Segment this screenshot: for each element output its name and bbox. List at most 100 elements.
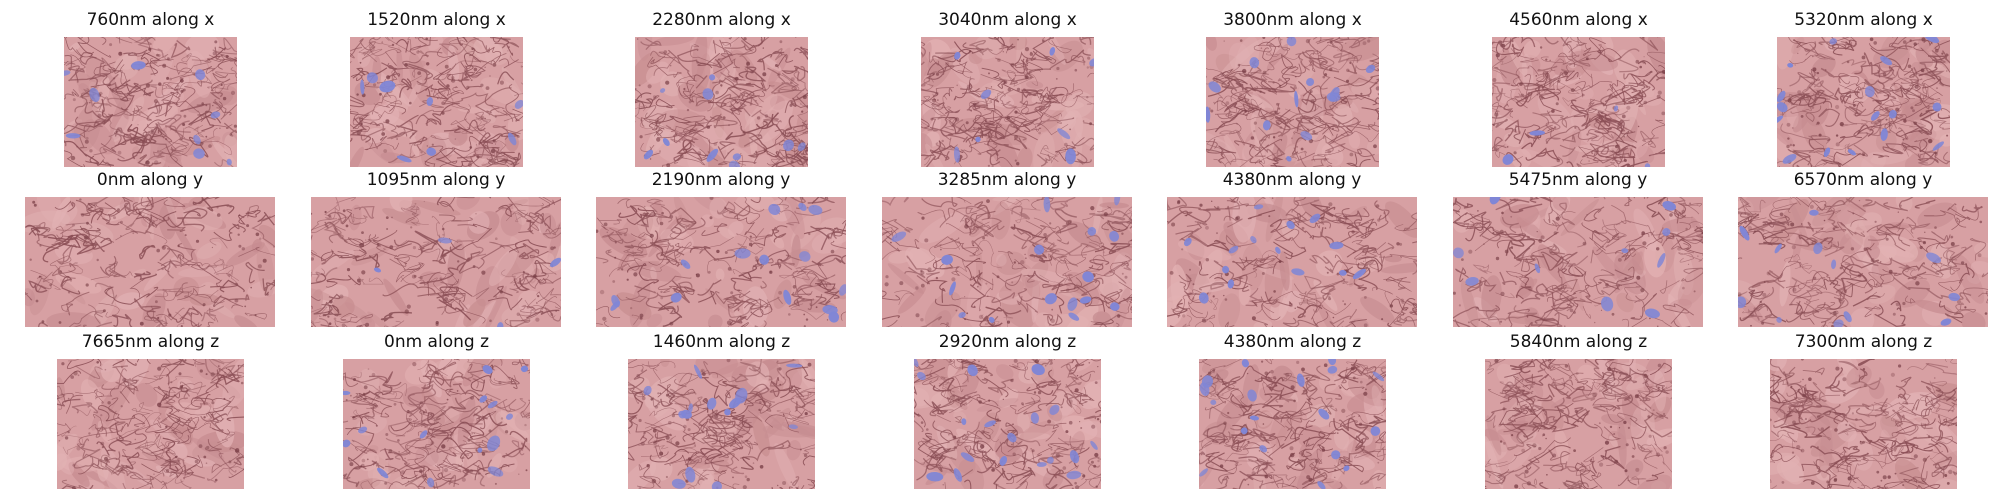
segment-highlight [1880, 56, 1893, 66]
segment-highlight [1343, 465, 1350, 472]
em-slice-image [25, 197, 275, 327]
segment-highlight [1940, 318, 1952, 326]
segment-highlight [797, 142, 806, 152]
segment-highlight [1662, 201, 1677, 211]
segment-highlight [1621, 248, 1629, 254]
segment-highlight [1206, 106, 1211, 123]
segment-highlight [1847, 149, 1856, 156]
em-slice-image [343, 359, 530, 489]
segment-highlight [419, 430, 428, 439]
segment-highlight [1331, 450, 1341, 460]
segment-highlight [426, 147, 437, 156]
slice-panel: 4560nm along x [1492, 10, 1665, 167]
segment-highlight [1777, 115, 1784, 125]
em-texture [1453, 197, 1703, 327]
segment-highlight [426, 477, 435, 488]
em-slice-image [1453, 197, 1703, 327]
segment-highlight [426, 97, 434, 106]
segment-highlight [1502, 154, 1514, 165]
segment-highlight [1114, 197, 1121, 206]
segment-highlight [671, 478, 686, 489]
segment-highlight [1109, 230, 1120, 242]
segment-highlight [1370, 426, 1381, 436]
segment-highlight [1199, 468, 1209, 477]
em-slice-image [596, 197, 846, 327]
segment-highlight [1031, 364, 1045, 376]
em-slice-image [1492, 37, 1665, 167]
segment-highlight [1782, 153, 1797, 164]
slice-panel: 5320nm along x [1777, 10, 1950, 167]
segment-highlight [1644, 163, 1651, 167]
segment-highlight [1007, 432, 1017, 443]
segment-highlight [975, 136, 981, 143]
em-texture [57, 359, 244, 489]
segment-highlight [482, 365, 493, 375]
em-texture [1777, 37, 1950, 167]
em-texture [628, 359, 815, 489]
segment-highlight [685, 466, 696, 483]
segment-highlight [980, 89, 992, 99]
em-texture [64, 37, 237, 167]
slice-title: 5475nm along y [1508, 170, 1648, 190]
em-slice-image [311, 197, 561, 327]
segment-highlight [1294, 90, 1299, 108]
segment-highlight [1309, 213, 1321, 224]
segment-highlight [1286, 220, 1295, 230]
segment-highlight [1365, 64, 1376, 74]
segment-highlight [1046, 456, 1054, 464]
segment-highlight [1328, 359, 1337, 366]
segment-highlight [953, 146, 961, 163]
slice-title: 4560nm along x [1509, 10, 1648, 30]
segment-highlight [949, 281, 956, 296]
segment-highlight [1249, 415, 1259, 421]
segment-highlight [377, 467, 389, 479]
segment-highlight [839, 284, 846, 296]
segment-highlight [926, 471, 944, 482]
segment-highlight [65, 133, 81, 139]
segment-highlight [64, 70, 71, 76]
segment-highlight [1534, 263, 1541, 274]
segment-highlight [954, 51, 961, 60]
segment-highlight [1199, 382, 1210, 396]
em-texture [1492, 37, 1665, 167]
slice-panel: 7665nm along z [57, 332, 244, 489]
slice-panel: 1520nm along x [350, 10, 523, 167]
segment-highlight [1880, 128, 1888, 141]
segment-highlight [708, 74, 716, 81]
segment-highlight [693, 364, 703, 379]
segment-highlight [660, 88, 666, 93]
em-texture [921, 37, 1094, 167]
segment-highlight [759, 254, 770, 265]
segment-highlight [89, 87, 100, 103]
slice-title: 4380nm along y [1222, 170, 1362, 190]
segment-highlight [1831, 259, 1837, 270]
em-texture [596, 197, 846, 327]
segment-highlight [343, 439, 351, 448]
segment-highlight [734, 248, 751, 259]
slice-title: 5840nm along z [1509, 332, 1648, 352]
segment-highlight [479, 395, 488, 403]
segment-highlight [1809, 209, 1819, 216]
segment-highlight [1843, 311, 1852, 323]
segment-highlight [1044, 293, 1057, 305]
segment-highlight [953, 468, 963, 482]
em-slice-image [1738, 197, 1988, 327]
segment-highlight [366, 72, 378, 84]
segment-highlight [1241, 359, 1249, 368]
slice-title: 2280nm along x [652, 10, 791, 30]
segment-highlight [1262, 120, 1271, 131]
slice-panel: 1095nm along y [311, 170, 561, 327]
segment-highlight [1286, 37, 1297, 47]
segment-highlight [1300, 131, 1313, 141]
segment-highlight [1198, 292, 1209, 304]
segment-highlight [967, 364, 978, 377]
slice-panel: 2920nm along z [914, 332, 1101, 489]
segment-highlight [1286, 156, 1292, 162]
segment-highlight [688, 403, 693, 414]
segment-highlight [914, 359, 919, 367]
segment-highlight [768, 203, 781, 215]
segment-highlight [786, 363, 803, 368]
segment-highlight [711, 481, 722, 489]
em-texture [635, 37, 808, 167]
em-texture [882, 197, 1132, 327]
